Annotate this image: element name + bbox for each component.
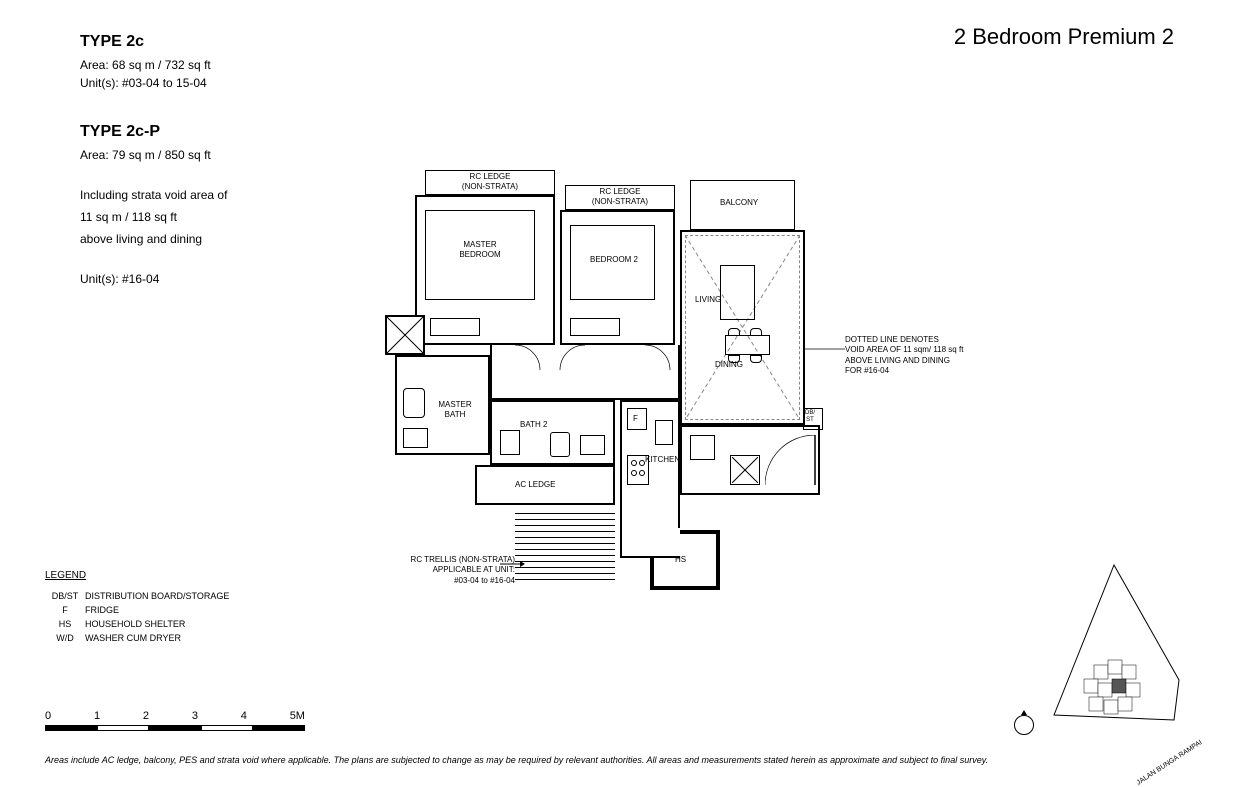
scale-tick: 0 <box>45 710 51 722</box>
trellis-note: RC TRELLIS (NON-STRATA) APPLICABLE AT UN… <box>400 555 515 586</box>
site-plan-svg <box>1019 560 1189 730</box>
chair-icon <box>728 328 740 336</box>
void-note: DOTTED LINE DENOTES VOID AREA OF 11 sqm/… <box>845 335 995 377</box>
ac-ledge-label: AC LEDGE <box>515 480 555 490</box>
sofa <box>720 265 755 320</box>
dining-table <box>725 335 770 355</box>
toilet-icon <box>550 432 570 457</box>
bedroom-2-label: BEDROOM 2 <box>590 255 638 265</box>
disclaimer-text: Areas include AC ledge, balcony, PES and… <box>45 755 1045 765</box>
trellis-note-l1: RC TRELLIS (NON-STRATA) <box>400 555 515 565</box>
toilet-icon <box>403 388 425 418</box>
legend-row: HS HOUSEHOLD SHELTER <box>45 619 229 629</box>
leader-line <box>805 345 845 353</box>
rc-trellis <box>515 510 615 580</box>
site-plan <box>1019 560 1189 730</box>
connector <box>620 528 680 558</box>
door-arcs <box>490 345 680 405</box>
burner-icon <box>639 470 645 476</box>
street-label: JALAN BUNGA RAMPAI <box>1136 739 1204 787</box>
type-2cp-block: TYPE 2c-P Area: 79 sq m / 850 sq ft Incl… <box>80 120 227 292</box>
void-note-l2: VOID AREA OF 11 sqm/ 118 sq ft <box>845 345 995 355</box>
master-wardrobe <box>430 318 480 336</box>
legend-abbr: HS <box>45 619 85 629</box>
chair-icon <box>728 355 740 363</box>
scale-bar: 0 1 2 3 4 5M <box>45 710 305 731</box>
type-2cp-area: Area: 79 sq m / 850 sq ft <box>80 146 227 164</box>
kitchen-sink <box>655 420 673 445</box>
type-2cp-note2: 11 sq m / 118 sq ft <box>80 208 227 226</box>
rc-ledge-2-label: RC LEDGE (NON-STRATA) <box>585 187 655 206</box>
master-bedroom-label: MASTER BEDROOM <box>450 240 510 259</box>
burner-icon <box>639 460 645 466</box>
type-2c-area: Area: 68 sq m / 732 sq ft <box>80 56 211 74</box>
legend-title: LEGEND <box>45 570 229 581</box>
stove-icon <box>627 455 649 485</box>
x-icon <box>387 317 423 353</box>
void-note-l1: DOTTED LINE DENOTES <box>845 335 995 345</box>
burner-icon <box>631 460 637 466</box>
type-2cp-note3: above living and dining <box>80 230 227 248</box>
type-2cp-units: Unit(s): #16-04 <box>80 270 227 288</box>
sink-icon <box>580 435 605 455</box>
scale-tick: 3 <box>192 710 198 722</box>
chair-icon <box>750 355 762 363</box>
master-bath-label: MASTER BATH <box>430 400 480 419</box>
chair-icon <box>750 328 762 336</box>
living-label: LIVING <box>695 295 721 305</box>
void-diagonals <box>685 235 800 420</box>
bed2-wardrobe <box>570 318 620 336</box>
scale-tick: 5M <box>290 710 305 722</box>
scale-segment <box>253 725 305 731</box>
legend-abbr: F <box>45 605 85 615</box>
scale-tick: 2 <box>143 710 149 722</box>
scale-tick: 1 <box>94 710 100 722</box>
trellis-note-l3: #03-04 to #16-04 <box>400 576 515 586</box>
x-icon <box>732 457 758 483</box>
scale-segment <box>97 725 149 731</box>
scale-segment <box>149 725 201 731</box>
entry-door-arc <box>765 435 820 490</box>
legend-desc: FRIDGE <box>85 605 119 615</box>
legend-desc: DISTRIBUTION BOARD/STORAGE <box>85 591 229 601</box>
legend-row: W/D WASHER CUM DRYER <box>45 633 229 643</box>
legend-abbr: W/D <box>45 633 85 643</box>
burner-icon <box>631 470 637 476</box>
shower-icon <box>500 430 520 455</box>
kitchen-label: KITCHEN <box>645 455 680 465</box>
compass-icon <box>1014 715 1034 735</box>
legend: LEGEND DB/ST DISTRIBUTION BOARD/STORAGE … <box>45 570 229 647</box>
legend-abbr: DB/ST <box>45 591 85 601</box>
type-2c-block: TYPE 2c Area: 68 sq m / 732 sq ft Unit(s… <box>80 30 211 92</box>
legend-desc: HOUSEHOLD SHELTER <box>85 619 185 629</box>
trellis-note-l2: APPLICABLE AT UNIT: <box>400 565 515 575</box>
counter <box>690 435 715 460</box>
legend-row: DB/ST DISTRIBUTION BOARD/STORAGE <box>45 591 229 601</box>
void-note-l4: FOR #16-04 <box>845 366 995 376</box>
legend-desc: WASHER CUM DRYER <box>85 633 181 643</box>
scale-segment <box>45 725 97 731</box>
type-2cp-heading: TYPE 2c-P <box>80 120 227 144</box>
type-2c-heading: TYPE 2c <box>80 30 211 54</box>
scale-segment <box>201 725 253 731</box>
rc-ledge-1-label: RC LEDGE (NON-STRATA) <box>455 172 525 191</box>
fridge-label: F <box>633 414 638 424</box>
type-2c-units: Unit(s): #03-04 to 15-04 <box>80 74 211 92</box>
void-note-l3: ABOVE LIVING AND DINING <box>845 356 995 366</box>
balcony-label: BALCONY <box>720 198 758 208</box>
scale-tick: 4 <box>241 710 247 722</box>
bath-2-label: BATH 2 <box>520 420 547 430</box>
sink-icon <box>403 428 428 448</box>
page-title: 2 Bedroom Premium 2 <box>954 24 1174 50</box>
db-st-label: DB/ ST <box>805 410 815 424</box>
type-2cp-note1: Including strata void area of <box>80 186 227 204</box>
floorplan: RC LEDGE (NON-STRATA) RC LEDGE (NON-STRA… <box>395 170 835 600</box>
legend-row: F FRIDGE <box>45 605 229 615</box>
